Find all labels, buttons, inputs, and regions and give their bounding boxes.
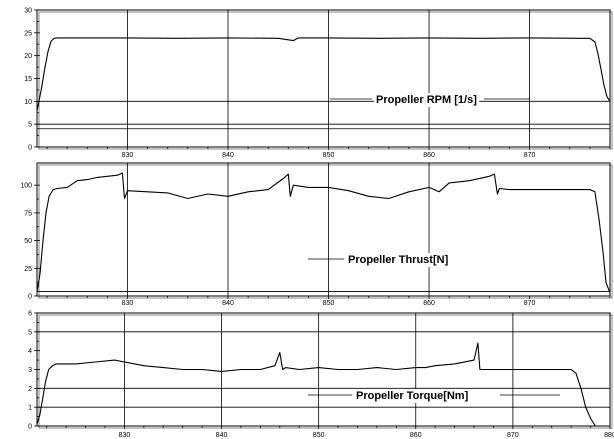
x-tick-label: 870 bbox=[524, 152, 536, 159]
y-tick-label: 30 bbox=[24, 8, 32, 15]
y-tick-label: 25 bbox=[24, 30, 32, 37]
series-line-1 bbox=[36, 37, 611, 111]
panel-shadow bbox=[38, 164, 613, 299]
y-tick-label: 15 bbox=[24, 76, 32, 83]
chart-panel-1: 0 5 10 15 20 25 30 830 840 850 860 870 Propeller RPM… bbox=[24, 8, 613, 159]
y-tick-label: 50 bbox=[24, 238, 32, 245]
chart-title: Propeller Thrust[N] bbox=[348, 254, 449, 266]
y-tick-label: 75 bbox=[24, 210, 32, 217]
panel-shadow bbox=[38, 314, 613, 429]
y-tick-label: 5 bbox=[28, 329, 32, 336]
x-tick-label: 840 bbox=[222, 152, 234, 159]
y-tick-label: 100 bbox=[20, 183, 32, 190]
x-tick-label: 850 bbox=[323, 300, 335, 307]
y-tick-label: 0 bbox=[28, 294, 32, 301]
series-line-1 bbox=[36, 172, 611, 293]
chart-panel-3: 0 1 2 3 4 5 6 830 840 850 860 870 880 Propeller Torqu… bbox=[28, 311, 614, 439]
y-tick-label: 6 bbox=[28, 311, 32, 318]
y-tick-label: 0 bbox=[28, 424, 32, 431]
y-tick-label: 25 bbox=[24, 266, 32, 273]
chart-panel-2: 0 25 50 75 100 830 840 850 860 870 Propeller Thrus… bbox=[20, 162, 613, 307]
chart-title: Propeller Torque[Nm] bbox=[356, 390, 469, 402]
x-tick-label: 840 bbox=[222, 300, 234, 307]
x-tick-label: 830 bbox=[122, 152, 134, 159]
chart-title-background bbox=[374, 93, 480, 107]
y-tick-label: 3 bbox=[28, 367, 32, 374]
x-tick-label: 830 bbox=[122, 300, 134, 307]
y-tick-label: 10 bbox=[24, 99, 32, 106]
x-tick-label: 870 bbox=[507, 432, 519, 439]
chart-title: Propeller RPM [1/s] bbox=[376, 94, 477, 106]
panel-frame bbox=[36, 9, 611, 148]
x-tick-label: 860 bbox=[410, 432, 422, 439]
x-tick-label: 860 bbox=[423, 152, 435, 159]
panel-shadow bbox=[38, 11, 613, 150]
x-tick-label: 850 bbox=[323, 152, 335, 159]
y-tick-label: 0 bbox=[28, 145, 32, 152]
x-tick-label: 880 bbox=[604, 432, 614, 439]
x-tick-label: 870 bbox=[524, 300, 536, 307]
x-tick-label: 840 bbox=[216, 432, 228, 439]
x-tick-label: 860 bbox=[423, 300, 435, 307]
y-tick-label: 2 bbox=[28, 386, 32, 393]
y-tick-label: 20 bbox=[24, 53, 32, 60]
y-tick-label: 4 bbox=[28, 348, 32, 355]
x-tick-label: 850 bbox=[313, 432, 325, 439]
series-line-1 bbox=[36, 342, 596, 427]
chart-title-background bbox=[354, 389, 471, 403]
chart-title-background bbox=[346, 253, 451, 267]
y-tick-label: 1 bbox=[28, 405, 32, 412]
x-tick-label: 830 bbox=[119, 432, 131, 439]
panel-frame bbox=[36, 162, 611, 297]
y-tick-label: 5 bbox=[28, 122, 32, 129]
